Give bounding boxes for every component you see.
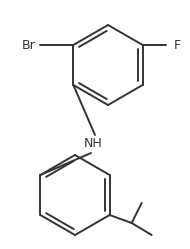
Text: F: F — [174, 39, 181, 52]
Text: NH: NH — [84, 136, 102, 149]
Text: Br: Br — [22, 39, 36, 52]
